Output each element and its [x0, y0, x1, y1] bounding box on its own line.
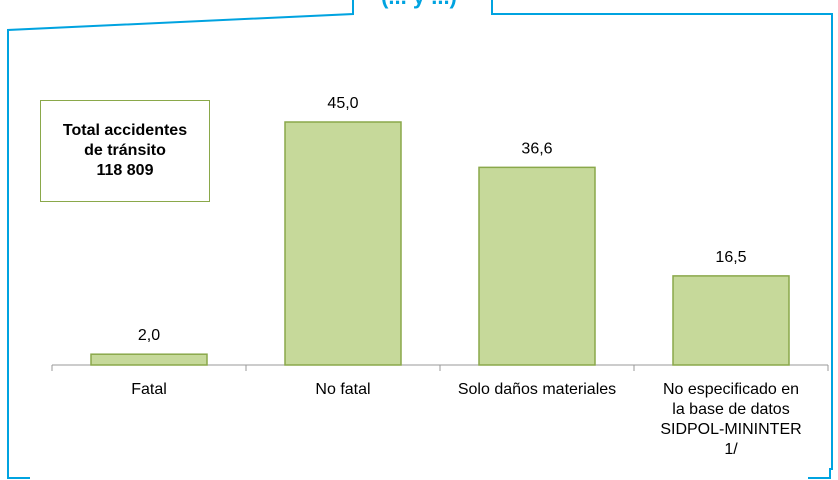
bar [478, 166, 596, 366]
chart-title-fragment: (... y ...) [0, 0, 838, 8]
category-label: Solo daños materiales [457, 381, 617, 398]
total-box-value: 118 809 [96, 162, 154, 179]
category-label: Fatal [131, 381, 167, 398]
total-box-line1: Total accidentes [62, 122, 188, 139]
data-label: 45,0 [327, 95, 358, 112]
total-box-line2: de tránsito [84, 142, 166, 159]
data-label: 36,6 [521, 140, 552, 157]
bar [90, 353, 208, 366]
bar [284, 121, 402, 366]
total-accidents-box: Total accidentes de tránsito 118 809 [40, 100, 210, 202]
bar [672, 275, 790, 366]
category-label: No especificado en la base de datos SIDP… [660, 381, 802, 458]
category-label: No fatal [315, 381, 371, 398]
data-label: 2,0 [138, 327, 160, 344]
data-label: 16,5 [715, 249, 746, 266]
